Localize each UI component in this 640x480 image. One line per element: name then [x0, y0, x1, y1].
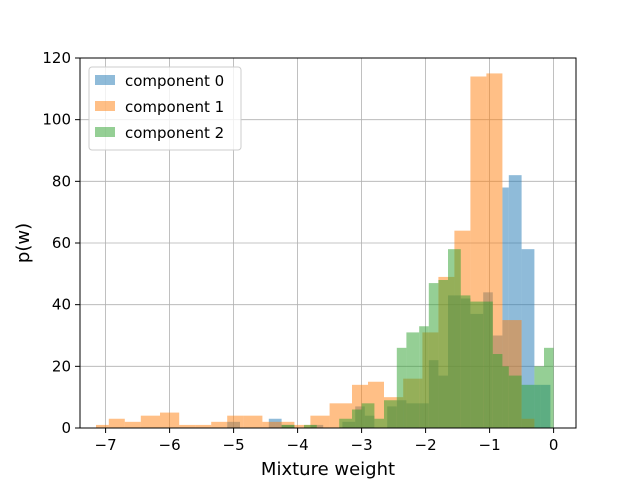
y-axis-label: p(w): [13, 223, 34, 263]
x-tick-label-4: −3: [351, 436, 373, 454]
bar-s2-6: [384, 400, 397, 428]
x-axis-label: Mixture weight: [261, 459, 395, 480]
y-tick-label-3: 60: [52, 234, 71, 252]
x-axis-ticks: −7 −6 −5 −4 −3 −2 −1 0: [95, 428, 559, 454]
bar-s2-5: [374, 418, 384, 428]
histogram-bars: [96, 73, 554, 429]
bar-s1-2: [124, 421, 141, 428]
bar-s2-19: [521, 384, 535, 428]
bar-s1-1: [108, 418, 125, 428]
bar-s0-20: [521, 249, 535, 428]
legend-swatch-2: [95, 127, 115, 137]
bar-s1-5: [179, 424, 196, 428]
bar-s1-4: [160, 412, 180, 428]
x-tick-label-1: −6: [159, 436, 181, 454]
y-tick-label-6: 120: [42, 49, 71, 67]
bar-s1-0: [96, 424, 109, 428]
bar-s2-18: [508, 375, 522, 428]
legend-box: [88, 66, 242, 151]
bar-s2-0: [281, 424, 295, 428]
bar-s2-17: [502, 366, 509, 428]
y-tick-label-1: 20: [52, 357, 71, 375]
bar-s2-1: [304, 424, 317, 428]
x-tick-label-7: 0: [549, 436, 559, 454]
bar-s1-9: [243, 415, 263, 428]
y-axis-ticks: 0 20 40 60 80 100 120: [42, 49, 80, 437]
bar-s2-14: [470, 301, 484, 428]
y-tick-label-5: 100: [42, 111, 71, 129]
legend: component 0 component 1 component 2: [88, 66, 242, 151]
y-tick-label-4: 80: [52, 172, 71, 190]
legend-swatch-0: [95, 75, 115, 85]
bar-s2-13: [460, 295, 471, 428]
legend-swatch-1: [95, 101, 115, 111]
y-tick-label-2: 40: [52, 296, 71, 314]
bar-s1-10: [262, 421, 276, 428]
bar-s2-10: [428, 283, 439, 428]
bar-s1-8: [227, 415, 244, 428]
bar-s0-18: [502, 187, 509, 428]
bar-s1-7: [211, 421, 228, 428]
bar-s1-12: [294, 424, 311, 428]
y-tick-label-0: 0: [61, 419, 71, 437]
x-tick-label-2: −5: [223, 436, 245, 454]
bar-s2-20: [534, 366, 544, 428]
bar-s2-9: [419, 326, 429, 428]
x-tick-label-5: −2: [415, 436, 437, 454]
x-tick-label-3: −4: [287, 436, 309, 454]
bar-s2-3: [352, 409, 362, 428]
x-tick-label-0: −7: [95, 436, 117, 454]
bar-s2-8: [406, 332, 420, 428]
legend-entry-2: component 2: [125, 124, 224, 142]
bar-s2-12: [448, 249, 461, 428]
bar-s1-6: [195, 424, 212, 428]
x-tick-label-6: −1: [479, 436, 501, 454]
legend-entry-1: component 1: [125, 98, 224, 116]
bar-s1-3: [140, 415, 160, 428]
bar-s2-2: [339, 418, 352, 428]
bar-s2-16: [492, 354, 503, 428]
bar-s2-7: [396, 347, 407, 428]
bar-s2-21: [544, 347, 554, 428]
bar-s2-15: [483, 301, 493, 428]
bar-s2-4: [361, 403, 375, 428]
bar-s2-11: [438, 280, 448, 428]
legend-entry-0: component 0: [125, 72, 224, 90]
series-component-2: [281, 249, 554, 428]
